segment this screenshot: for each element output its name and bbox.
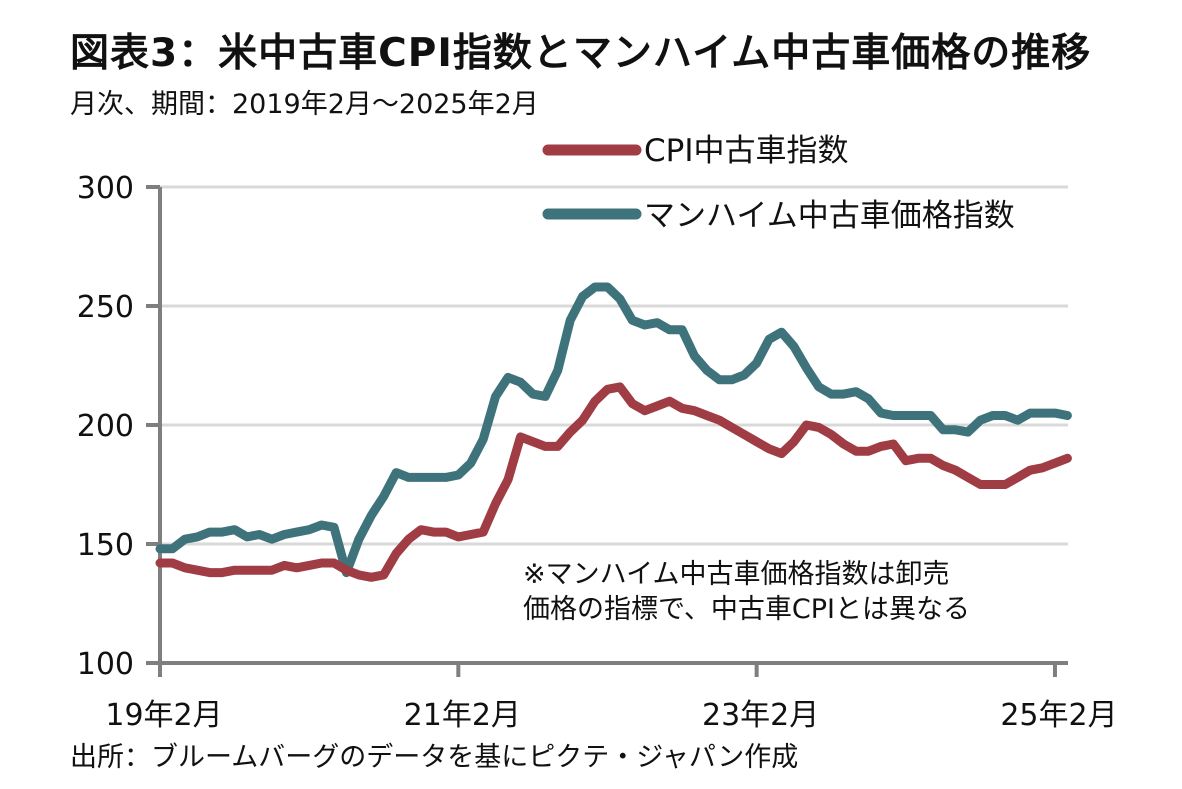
x-tick-label: 23年2月 [702,698,819,733]
annotation-line-1: ※マンハイム中古車価格指数は卸売 [523,559,950,590]
x-tick-label: 21年2月 [404,698,521,733]
chart-subtitle: 月次、期間：2019年2月～2025年2月 [70,89,539,120]
y-tick-label: 150 [77,528,134,563]
chart-title: 図表3：米中古車CPI指数とマンハイム中古車価格の推移 [70,31,1092,76]
y-tick-label: 200 [77,409,134,444]
chart-annotation: ※マンハイム中古車価格指数は卸売 価格の指標で、中古車CPIとは異なる [523,559,970,625]
series-line-cpi [155,382,1072,582]
legend-item-manheim: マンハイム中古車価格指数 [542,198,1015,234]
x-tick-label: 25年2月 [1000,698,1117,733]
gridlines [160,185,1068,546]
legend-label-cpi: CPI中古車指数 [644,133,848,169]
series-lines [155,282,1072,582]
y-tick-label: 300 [77,171,134,206]
series-line-manheim [155,282,1072,578]
y-tick-label: 250 [77,290,134,325]
source-note: 出所：ブルームバーグのデータを基にピクテ・ジャパン作成 [70,742,799,773]
axes: 100 150 200 250 300 19年2月 21年2月 23年2月 25年2月 [77,171,1118,733]
y-tick-label: 100 [77,647,134,682]
legend-label-manheim: マンハイム中古車価格指数 [644,198,1015,234]
annotation-line-2: 価格の指標で、中古車CPIとは異なる [523,594,970,625]
legend-item-cpi: CPI中古車指数 [542,133,848,169]
legend: CPI中古車指数 マンハイム中古車価格指数 [542,133,1015,234]
x-tick-label: 19年2月 [105,698,222,733]
